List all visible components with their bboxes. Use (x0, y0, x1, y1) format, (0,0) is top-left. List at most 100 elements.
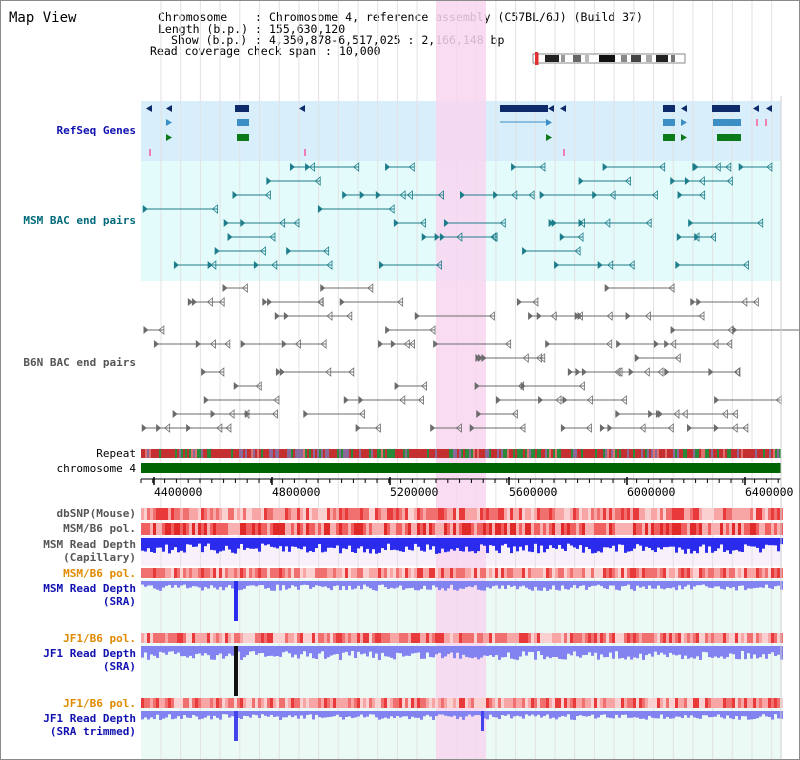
msm-bac-pair-end (435, 260, 442, 270)
repeat-segment (479, 449, 481, 458)
msm-b6-pol-segment (213, 523, 216, 535)
jf1-trimmed-depth-bar (261, 711, 264, 715)
msm-b6-pol-segment (393, 568, 396, 578)
msm-bac-pair-end (439, 233, 445, 241)
scale-tick-label: 6400000 (745, 485, 794, 499)
dbsnp-segment (282, 508, 285, 520)
jf1-sra-depth-bar (201, 646, 204, 656)
repeat-segment (723, 449, 725, 458)
track-label-msm-depth-capillary[interactable]: MSM Read Depth (Capillary) (1, 538, 136, 564)
dbsnp-segment (648, 508, 651, 520)
msm-capillary-depth-bar (165, 538, 168, 545)
track-label-jf1-depth-sra[interactable]: JF1 Read Depth (SRA) (1, 647, 136, 673)
msm-capillary-depth-bar (387, 538, 390, 544)
jf1-b6-pol-segment (297, 698, 300, 708)
msm-b6-pol-segment (666, 523, 669, 535)
jf1-trimmed-depth-bar (183, 711, 186, 716)
msm-b6-pol-segment (399, 568, 402, 578)
b6n-bac-pair-end (752, 297, 759, 307)
jf1-sra-depth-bar (243, 646, 246, 658)
jf1-sra-depth-bar (153, 646, 156, 656)
jf1-sra-depth-bar (639, 646, 642, 654)
msm-sra-depth-bar (537, 581, 540, 591)
jf1-b6-pol-segment (243, 633, 246, 643)
jf1-sra-depth-bar (198, 646, 201, 654)
jf1-sra-depth-bar (180, 646, 183, 657)
msm-capillary-depth-bar (348, 538, 351, 546)
b6n-bac-pair-end (606, 339, 613, 349)
dbsnp-segment (741, 508, 744, 520)
msm-capillary-depth-bar (342, 538, 345, 549)
repeat-segment (445, 449, 447, 458)
track-label-chromosome[interactable]: chromosome 4 (56, 462, 136, 475)
msm-b6-pol-segment (555, 523, 558, 535)
track-label-repeat[interactable]: Repeat (96, 447, 136, 460)
msm-capillary-depth-bar (507, 538, 510, 548)
jf1-b6-pol-segment (744, 698, 747, 708)
jf1-sra-depth-bar (393, 646, 396, 660)
repeat-segment (503, 449, 505, 458)
jf1-b6-pol-segment (543, 698, 546, 708)
msm-b6-pol-segment (579, 568, 582, 578)
msm-b6-pol-segment (507, 568, 510, 578)
jf1-b6-pol-segment (771, 698, 774, 708)
msm-bac-pair-end (577, 232, 584, 242)
msm-sra-depth-bar (465, 581, 468, 588)
repeat-segment (661, 449, 663, 458)
msm-capillary-depth-bar (330, 538, 333, 548)
repeat-segment (407, 449, 409, 458)
msm-sra-depth-bar (231, 581, 234, 589)
msm-bac-pair-end (269, 232, 276, 242)
dbsnp-segment (642, 508, 645, 520)
track-label-jf1-b6-pol-1[interactable]: JF1/B6 pol. (63, 632, 136, 645)
jf1-sra-depth-bar (486, 646, 489, 656)
track-label-dbsnp[interactable]: dbSNP(Mouse) (56, 507, 136, 520)
repeat-segment (323, 449, 325, 458)
dbsnp-segment (216, 508, 219, 520)
msm-b6-pol-segment (249, 568, 252, 578)
jf1-b6-pol-segment (762, 698, 765, 708)
repeat-segment (253, 449, 255, 458)
jf1-trimmed-depth-bar (318, 711, 321, 718)
msm-b6-pol-segment (606, 523, 609, 535)
dbsnp-segment (546, 508, 549, 520)
dbsnp-segment (723, 508, 726, 520)
track-label-refseq[interactable]: RefSeq Genes (56, 124, 136, 137)
msm-b6-pol-segment (186, 568, 189, 578)
jf1-b6-pol-segment (657, 698, 660, 708)
jf1-sra-depth-bar (684, 646, 687, 656)
jf1-trimmed-depth-bar (663, 711, 666, 719)
dbsnp-segment (627, 508, 630, 520)
jf1-sra-depth-bar (261, 646, 264, 653)
jf1-b6-pol-segment (600, 698, 603, 708)
track-label-msm-b6-pol-2[interactable]: MSM/B6 pol. (63, 567, 136, 580)
track-label-msm-depth-sra[interactable]: MSM Read Depth (SRA) (1, 582, 136, 608)
dbsnp-segment (408, 508, 411, 520)
msm-capillary-depth-bar (186, 538, 189, 545)
msm-b6-pol-segment (510, 523, 513, 535)
msm-capillary-depth-bar (552, 538, 555, 548)
dbsnp-segment (204, 508, 207, 520)
b6n-bac-pair-end (408, 339, 415, 349)
track-label-b6n-bac[interactable]: B6N BAC end pairs (23, 356, 136, 369)
msm-capillary-depth-bar (450, 538, 453, 550)
track-label-jf1-depth-trimmed[interactable]: JF1 Read Depth (SRA trimmed) (1, 712, 136, 738)
jf1-b6-pol-segment (156, 633, 159, 643)
msm-capillary-depth-bar (648, 538, 651, 548)
jf1-trimmed-depth-bar (612, 711, 615, 719)
dbsnp-segment (444, 508, 447, 520)
b6n-bac-pair-end (218, 297, 225, 307)
jf1-b6-pol-segment (303, 633, 306, 643)
msm-bac-pair-end (385, 163, 391, 171)
jf1-b6-pol-segment (396, 633, 399, 643)
msm-capillary-depth-bar (246, 538, 249, 548)
repeat-segment (413, 449, 415, 458)
dbsnp-segment (315, 508, 318, 520)
msm-b6-pol-segment (627, 523, 630, 535)
track-label-msm-bac[interactable]: MSM BAC end pairs (23, 214, 136, 227)
track-label-jf1-b6-pol-2[interactable]: JF1/B6 pol. (63, 697, 136, 710)
track-label-msm-b6-pol-1[interactable]: MSM/B6 pol. (63, 522, 136, 535)
jf1-b6-pol-segment (591, 698, 594, 708)
dbsnp-segment (312, 508, 315, 520)
repeat-segment (513, 449, 515, 458)
